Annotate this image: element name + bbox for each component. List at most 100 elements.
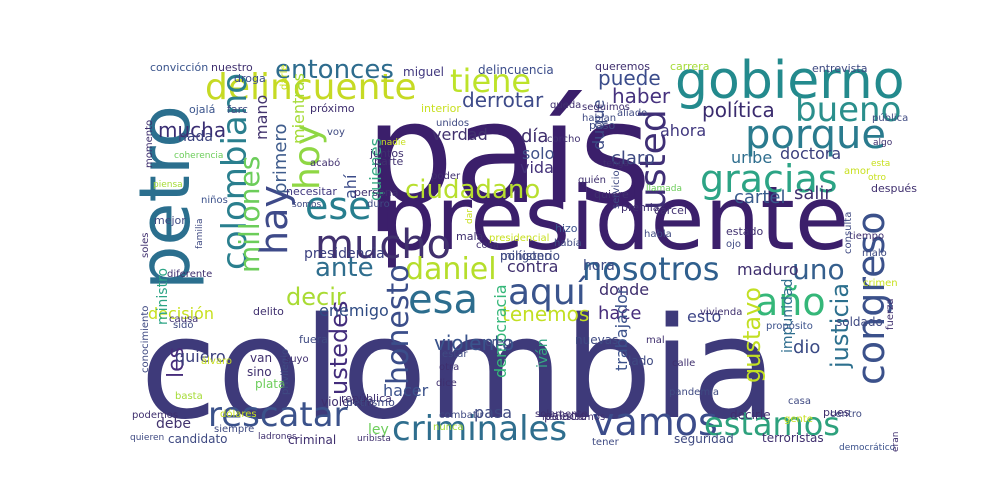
word-ano: año	[755, 280, 826, 324]
word-pandemia: pandemia	[669, 387, 719, 398]
word-quieren: quieren	[130, 433, 165, 443]
word-juntos: juntos	[370, 147, 404, 160]
word-fuera: fuera	[299, 333, 328, 346]
word-impunidad: impunidad	[780, 278, 796, 353]
word-salir: salir	[794, 183, 832, 204]
word-pais: país	[365, 73, 652, 236]
word-presidencia: presidencia	[304, 246, 385, 262]
word-ojala: ojalá	[189, 103, 216, 116]
word-interior: interior	[421, 102, 461, 115]
word-hacer: hacer	[383, 381, 429, 400]
word-estar: estar	[442, 349, 468, 360]
word-persona: persona	[354, 186, 399, 199]
word-ese: ese	[305, 184, 372, 228]
word-aqui: aquí	[508, 272, 586, 313]
word-debe: debe	[156, 416, 191, 432]
word-servicio: servicio	[611, 170, 622, 209]
word-mucho: mucho	[315, 222, 452, 268]
word-tenga: tenga	[603, 159, 629, 169]
word-delito: delito	[253, 305, 284, 318]
word-decir: decir	[286, 283, 346, 311]
word-presidente: presidente	[380, 167, 849, 270]
word-uribe: uribe	[731, 148, 773, 167]
word-proposito: propósito	[766, 321, 813, 332]
word-corcho: corcho	[547, 134, 581, 145]
word-tener: tener	[592, 437, 619, 448]
word-tiene: tiene	[450, 62, 532, 100]
word-ojo: ojo	[726, 239, 742, 250]
word-gustavo: gustavo	[738, 287, 766, 383]
word-democratico: democrático	[839, 443, 896, 453]
word-pues: pues	[823, 406, 850, 419]
word-proximo: próximo	[310, 102, 355, 115]
word-diferente: diferente	[167, 269, 213, 280]
word-estado: estado	[726, 225, 764, 238]
word-enemigo: enemigo	[319, 301, 389, 320]
word-claro: claro	[611, 148, 655, 169]
word-droga: droga	[234, 72, 266, 85]
word-delincuencia: delincuencia	[478, 63, 554, 77]
word-derrotar: derrotar	[462, 88, 544, 112]
word-van: van	[250, 351, 273, 365]
word-primero: primero	[270, 123, 291, 194]
word-estamos: estamos	[704, 405, 840, 443]
word-basta: basta	[175, 391, 203, 402]
word-creo: creo	[485, 335, 511, 349]
word-nosotros: nosotros	[582, 250, 720, 288]
word-queda: queda	[550, 100, 582, 111]
word-carcel: cárcel	[654, 204, 687, 217]
word-ladrones: ladrones	[258, 432, 297, 442]
word-vivienda: vivienda	[700, 307, 743, 318]
word-democracia: democracia	[491, 284, 510, 378]
word-calle: calle	[672, 358, 696, 369]
word-plata: plata	[255, 377, 286, 391]
word-uribista: uribista	[357, 434, 391, 444]
word-colombia: colombia	[140, 288, 778, 451]
word-entonces: entonces	[275, 55, 394, 85]
word-dio: dio	[793, 337, 821, 358]
word-mano: mano	[252, 94, 271, 140]
word-ante: ante	[315, 253, 374, 283]
word-ninos: niños	[201, 195, 228, 206]
word-darle: darle	[279, 64, 290, 90]
word-casa: casa	[788, 396, 811, 407]
word-conocimiento: conocimiento	[140, 305, 151, 373]
word-seguridad: seguridad	[674, 432, 734, 446]
word-farc: farc	[227, 103, 248, 116]
word-esta: esta	[871, 159, 891, 169]
word-uno: uno	[792, 253, 845, 286]
word-maduro: maduro	[737, 260, 799, 279]
word-mal: mal	[646, 335, 665, 346]
word-seguimos: seguimos	[582, 102, 630, 113]
word-llamada: llamada	[646, 184, 683, 194]
word-presidencial: presidencial	[489, 233, 550, 244]
word-dia: día	[521, 126, 549, 147]
word-somos: somos	[292, 200, 322, 210]
word-violento: violento	[434, 331, 515, 355]
word-esto: esto	[687, 307, 722, 326]
word-centro: centro	[830, 409, 862, 420]
word-politica: política	[702, 98, 775, 122]
word-duro: duro	[367, 199, 390, 210]
word-honesto: honesto	[381, 264, 416, 385]
word-palacio: palacio	[544, 409, 587, 423]
word-premia: premia	[621, 201, 660, 214]
word-nadie: nadie	[381, 138, 406, 148]
word-solo: solo	[522, 144, 555, 163]
word-conviccion: convicción	[150, 61, 209, 74]
word-lado: lado	[628, 354, 654, 368]
word-habla: habla	[644, 229, 672, 240]
word-alvaro: álvaro	[201, 356, 232, 367]
word-cosa: cosa	[476, 240, 499, 251]
word-quiero: quiero	[175, 347, 226, 366]
word-decision: decisión	[148, 304, 214, 323]
word-mejor: mejor	[154, 214, 186, 227]
word-entrevista: entrevista	[812, 62, 868, 75]
word-republica: república	[341, 392, 392, 405]
word-hora: hora	[583, 258, 615, 274]
word-criminales: criminales	[392, 409, 568, 449]
word-carrera: carrera	[670, 60, 710, 73]
word-tiempo: tiempo	[849, 231, 885, 242]
word-amor: amor	[844, 166, 871, 177]
